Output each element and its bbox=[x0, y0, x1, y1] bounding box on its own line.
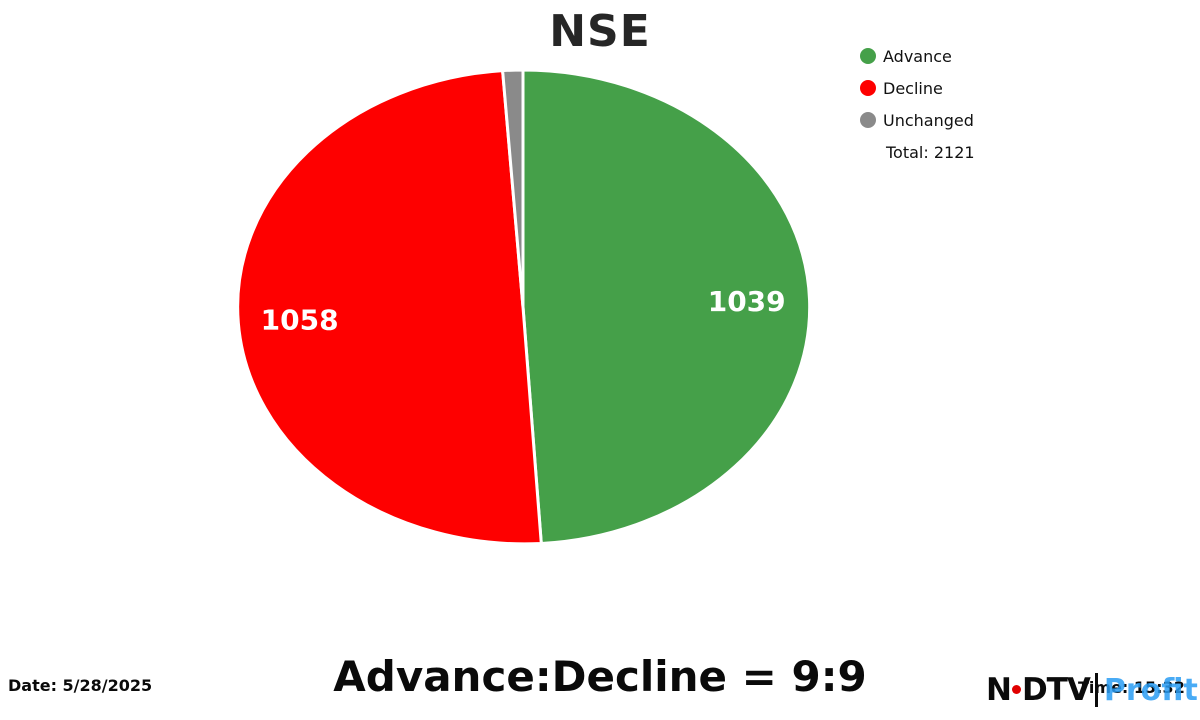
slice-value-label-advance: 1039 bbox=[708, 285, 786, 318]
pie-slice-unchanged bbox=[501, 68, 525, 309]
legend-label-decline: Decline bbox=[883, 78, 943, 98]
time-label: Time: 15:32 bbox=[1078, 678, 1185, 697]
unchanged-legend-dot-icon bbox=[860, 112, 876, 128]
legend-label-unchanged: Unchanged bbox=[883, 110, 974, 130]
legend: Advance Decline Unchanged Total: 2121 bbox=[860, 40, 975, 168]
logo-separator-bar bbox=[1094, 673, 1098, 707]
ratio-annotation: Advance:Decline = 9:9 bbox=[333, 652, 867, 701]
decline-legend-dot-icon bbox=[860, 80, 876, 96]
advance-legend-dot-icon bbox=[860, 48, 876, 64]
pie-slice-advance bbox=[521, 68, 812, 545]
legend-label-advance: Advance bbox=[883, 46, 952, 66]
legend-label-total: Total: 2121 bbox=[886, 142, 975, 162]
legend-item-total: Total: 2121 bbox=[860, 136, 975, 168]
ndtv-profit-logo: N DTV Profit bbox=[986, 672, 1198, 708]
legend-item-unchanged: Unchanged bbox=[860, 104, 975, 136]
chart-title: NSE bbox=[549, 6, 651, 57]
ndtv-logo-n: N bbox=[986, 672, 1012, 708]
legend-item-advance: Advance bbox=[860, 40, 975, 72]
profit-logo-text: Profit bbox=[1103, 672, 1198, 708]
date-label: Date: 5/28/2025 bbox=[8, 676, 153, 695]
pie-slice-decline bbox=[236, 69, 543, 546]
ndtv-red-dot-icon bbox=[1011, 684, 1021, 694]
ndtv-logo-dtv: DTV bbox=[1021, 672, 1091, 708]
legend-item-decline: Decline bbox=[860, 72, 975, 104]
slice-value-label-decline: 1058 bbox=[261, 303, 339, 336]
